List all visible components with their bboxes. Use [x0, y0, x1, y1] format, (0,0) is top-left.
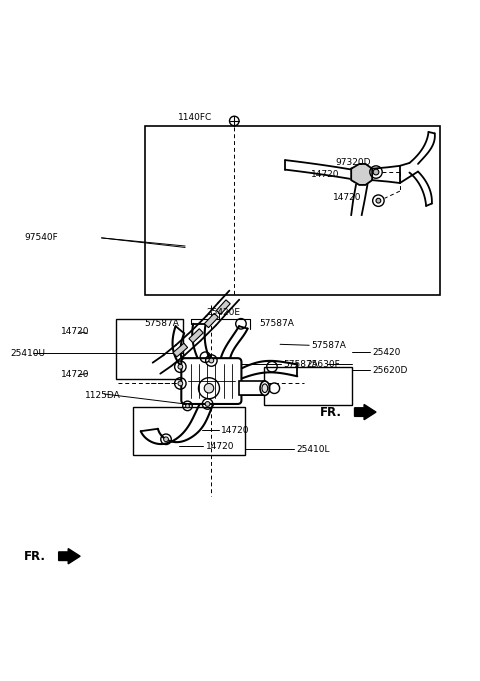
- Text: 25420E: 25420E: [206, 308, 240, 317]
- Circle shape: [186, 404, 190, 408]
- Bar: [132, 407, 245, 455]
- Circle shape: [205, 402, 210, 407]
- Text: 57587A: 57587A: [144, 319, 180, 328]
- Bar: [144, 126, 441, 295]
- Text: 57587A: 57587A: [283, 360, 318, 369]
- Text: 97540F: 97540F: [24, 234, 58, 242]
- Bar: [189, 329, 203, 343]
- Text: 25420: 25420: [372, 348, 401, 357]
- Text: 14720: 14720: [333, 193, 361, 202]
- Text: 57587A: 57587A: [312, 340, 347, 350]
- Circle shape: [204, 383, 214, 393]
- Bar: [173, 343, 188, 357]
- Ellipse shape: [262, 384, 268, 392]
- Text: 25630F: 25630F: [307, 360, 341, 369]
- FancyBboxPatch shape: [181, 358, 241, 404]
- Bar: [116, 319, 183, 379]
- Polygon shape: [351, 164, 372, 185]
- Text: 14720: 14720: [61, 328, 90, 336]
- Text: 57587A: 57587A: [259, 319, 294, 328]
- Circle shape: [373, 169, 379, 175]
- Text: 25620D: 25620D: [372, 366, 408, 375]
- Bar: [264, 367, 352, 405]
- Text: 14720: 14720: [205, 442, 234, 451]
- FancyArrow shape: [59, 549, 80, 564]
- Text: 1125DA: 1125DA: [85, 391, 120, 400]
- Bar: [216, 300, 230, 315]
- Text: 25410U: 25410U: [10, 349, 45, 358]
- Ellipse shape: [260, 381, 270, 396]
- Circle shape: [209, 358, 214, 363]
- Circle shape: [178, 381, 183, 386]
- Text: 14720: 14720: [61, 370, 90, 379]
- Circle shape: [376, 198, 381, 203]
- FancyArrow shape: [355, 405, 376, 419]
- Text: FR.: FR.: [320, 406, 342, 419]
- Circle shape: [164, 437, 168, 442]
- Text: 97320D: 97320D: [336, 159, 371, 168]
- Text: 14720: 14720: [221, 426, 250, 434]
- Circle shape: [178, 364, 183, 369]
- Text: FR.: FR.: [24, 550, 46, 563]
- Text: 1140FC: 1140FC: [178, 112, 212, 122]
- Bar: [204, 313, 218, 328]
- Text: 25410L: 25410L: [296, 445, 330, 454]
- Text: 14720: 14720: [311, 170, 339, 179]
- Bar: [239, 381, 265, 396]
